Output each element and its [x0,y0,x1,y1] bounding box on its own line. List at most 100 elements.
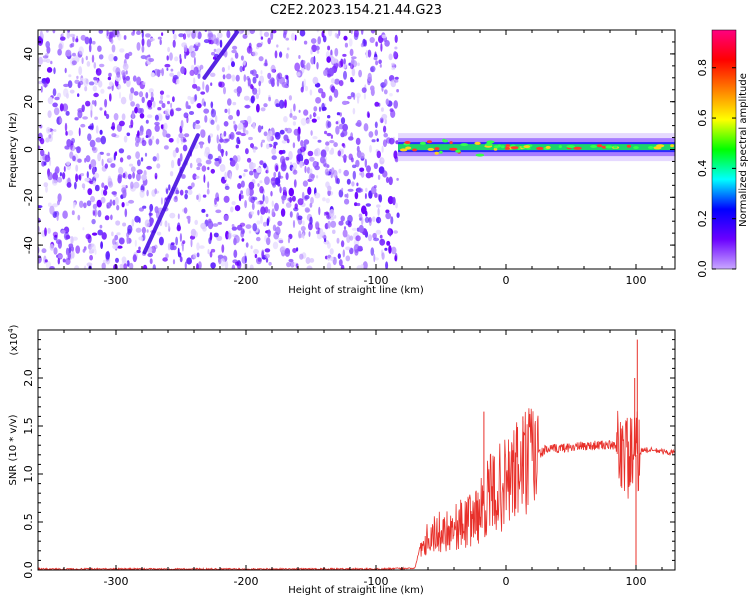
noise-speck [68,74,72,78]
noise-speck [248,230,252,234]
noise-speck [147,99,153,108]
noise-speck [111,231,114,237]
noise-speck [376,204,381,208]
noise-speck [114,151,118,157]
noise-speck [132,254,137,263]
noise-speck [312,76,319,85]
noise-speck [179,233,182,242]
noise-speck [316,50,320,54]
noise-speck [321,102,325,112]
noise-speck [262,221,268,227]
noise-speck [302,180,308,187]
noise-speck [385,261,389,269]
noise-speck [74,117,79,121]
noise-speck [150,245,156,254]
noise-speck [64,122,68,132]
noise-speck [387,196,394,205]
noise-speck [380,107,384,112]
noise-speck [345,255,351,262]
noise-speck [49,266,55,269]
noise-speck [367,234,373,242]
noise-speck [171,245,177,251]
noise-speck [260,215,263,224]
noise-speck [85,155,91,163]
noise-speck [52,30,56,34]
noise-speck [92,210,96,216]
noise-speck [87,188,93,196]
noise-speck [141,96,145,104]
noise-speck [89,254,93,261]
signal-hotspot [573,146,582,150]
noise-speck [342,53,347,57]
noise-speck [314,45,320,51]
noise-speck [62,172,66,180]
noise-speck [59,172,63,177]
noise-speck [92,85,98,92]
noise-speck [271,155,277,161]
noise-speck [178,133,184,139]
noise-speck [227,65,230,71]
noise-speck [253,170,259,179]
noise-speck [263,31,270,38]
signal-hotspot [605,145,613,149]
noise-speck [255,236,261,242]
noise-speck [338,80,344,87]
snr-y-label: SNR (10 * v/v) [8,414,19,485]
noise-speck [91,54,95,63]
noise-speck [74,146,81,150]
noise-speck [80,123,86,128]
noise-speck [279,186,282,194]
noise-speck [54,96,60,101]
noise-speck [130,166,136,173]
noise-speck [317,36,322,45]
noise-speck [45,58,51,63]
noise-speck [376,138,379,142]
noise-speck [78,46,84,55]
signal-hotspot [558,145,562,149]
noise-speck [110,38,114,44]
noise-speck [47,110,52,118]
noise-speck [340,264,345,269]
noise-speck [310,56,315,65]
noise-speck [48,134,52,139]
noise-speck [304,207,310,213]
noise-speck [383,89,388,95]
noise-speck [342,155,348,159]
noise-speck [367,49,372,58]
noise-speck [60,36,66,41]
noise-speck [277,220,283,227]
noise-speck [180,136,184,145]
noise-speck [310,38,317,44]
noise-speck [326,56,332,63]
noise-speck [327,45,331,51]
noise-speck [92,180,97,187]
noise-speck [140,127,143,131]
noise-speck [45,260,52,269]
noise-speck [309,202,313,208]
noise-speck [286,47,290,51]
noise-speck [71,42,75,48]
noise-speck [207,30,211,33]
noise-speck [209,72,216,78]
noise-speck [267,37,272,45]
noise-speck [275,103,280,108]
noise-speck [122,172,126,179]
noise-speck [53,247,58,255]
noise-speck [303,60,306,65]
noise-speck [127,224,133,234]
noise-speck [394,46,398,50]
noise-speck [373,162,379,169]
noise-speck [331,57,338,64]
noise-speck [199,143,203,149]
noise-speck [180,66,186,74]
noise-speck [235,261,239,266]
noise-speck [236,86,242,94]
noise-speck [360,30,364,35]
noise-speck [368,217,372,227]
noise-speck [276,44,279,48]
noise-speck [205,159,212,165]
noise-speck [42,59,47,63]
noise-speck [260,70,263,75]
noise-speck [337,253,341,259]
